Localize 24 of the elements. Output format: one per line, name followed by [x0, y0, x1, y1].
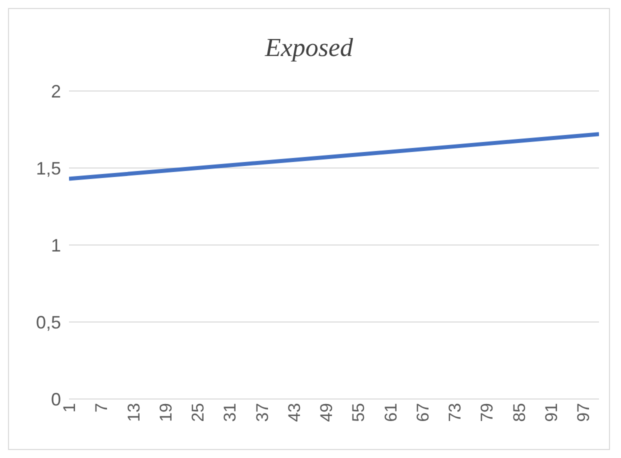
x-tick-label: 85 — [510, 403, 529, 422]
y-tick-label: 0 — [50, 389, 61, 410]
x-tick-label: 91 — [542, 403, 561, 422]
x-tick-label: 1 — [60, 403, 80, 412]
x-tick-label: 67 — [413, 403, 432, 422]
x-tick-label: 7 — [92, 403, 112, 412]
x-tick-label: 49 — [317, 403, 336, 422]
line-series — [69, 132, 599, 181]
x-tick-label: 37 — [252, 403, 272, 422]
x-tick-label: 19 — [156, 403, 176, 422]
y-tick-label: 1,5 — [36, 158, 61, 178]
x-tick-label: 73 — [446, 403, 465, 422]
x-tick-label: 79 — [478, 403, 497, 422]
x-tick-label: 25 — [188, 403, 208, 422]
y-tick-label: 1 — [50, 235, 61, 256]
x-tick-label: 97 — [574, 403, 594, 422]
x-tick-label: 61 — [381, 403, 400, 422]
chart-title: Exposed — [264, 33, 354, 63]
x-tick-label: 13 — [124, 403, 144, 422]
y-tick-label: 0,5 — [36, 312, 61, 332]
x-tick-label: 55 — [349, 403, 368, 422]
y-tick-label: 2 — [50, 81, 61, 102]
x-tick-label: 43 — [284, 403, 304, 422]
x-tick-label: 31 — [220, 403, 240, 422]
